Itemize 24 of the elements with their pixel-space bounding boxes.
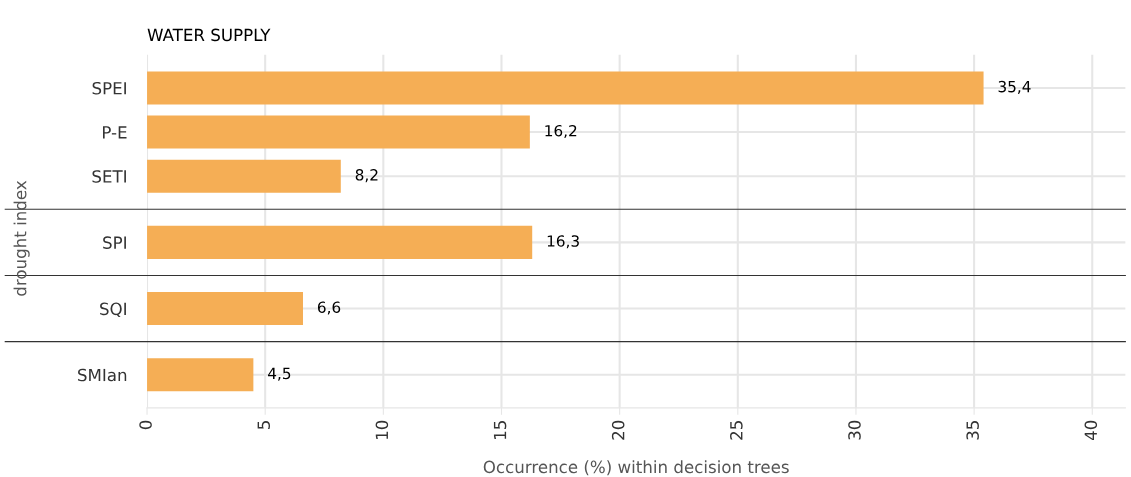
y-tick-label: SPI bbox=[103, 236, 126, 249]
x-tick-label: 0 bbox=[139, 420, 152, 430]
data-label: 6,6 bbox=[317, 301, 341, 315]
y-tick-label: P-E bbox=[103, 126, 127, 139]
x-tick-label: 15 bbox=[493, 421, 507, 440]
y-axis-title: drought index bbox=[13, 180, 30, 296]
data-label: 4,5 bbox=[268, 367, 291, 381]
x-tick-label: 40 bbox=[1084, 420, 1098, 441]
data-label: 8,2 bbox=[355, 169, 378, 183]
x-tick-label: 10 bbox=[375, 420, 389, 440]
x-tick-label: 5 bbox=[257, 421, 271, 429]
y-tick-label: SQI bbox=[100, 302, 126, 318]
x-tick-label: 30 bbox=[848, 420, 861, 440]
x-tick-label: 25 bbox=[730, 421, 743, 440]
x-axis-title: Occurrence (%) within decision trees bbox=[483, 460, 789, 476]
data-label: 35,4 bbox=[998, 80, 1031, 94]
y-tick-label: SMIan bbox=[78, 368, 127, 382]
data-label: 16,3 bbox=[547, 235, 579, 249]
x-tick-label: 35 bbox=[966, 421, 979, 440]
data-label: 16,2 bbox=[545, 124, 577, 139]
y-tick-label: SPEI bbox=[92, 81, 126, 95]
x-tick-label: 20 bbox=[611, 420, 625, 440]
y-tick-label: SETI bbox=[92, 170, 126, 183]
chart-title: WATER SUPPLY bbox=[147, 28, 271, 42]
